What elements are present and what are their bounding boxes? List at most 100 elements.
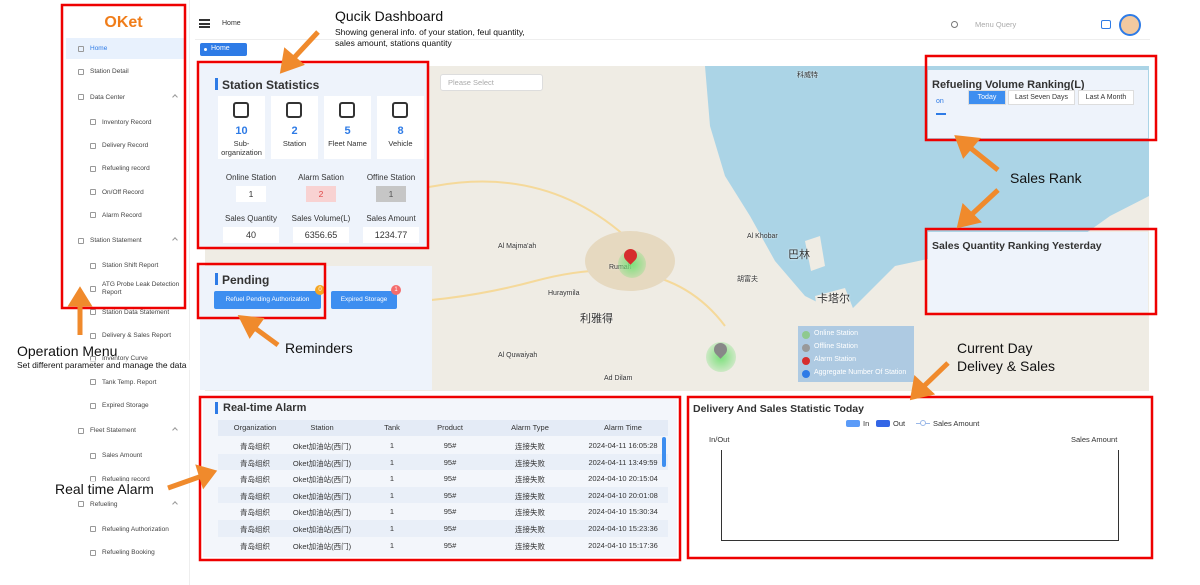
- annotation-text: Set different parameter and manage the d…: [17, 360, 197, 370]
- range-tab[interactable]: Last Seven Days: [1008, 90, 1075, 105]
- table-cell: 95#: [443, 474, 457, 484]
- annotation-title: Reminders: [285, 340, 353, 356]
- stat-icon: [392, 102, 408, 118]
- menu-item[interactable]: Refueling Booking: [66, 542, 185, 563]
- range-tab[interactable]: Last A Month: [1078, 90, 1134, 105]
- sales-box: 6356.65: [293, 227, 349, 243]
- stat-value: 2: [291, 125, 298, 137]
- map-legend-icon: [802, 357, 810, 365]
- menu-icon: [90, 262, 96, 269]
- column-header: Alarm Time: [604, 423, 642, 432]
- menu-item[interactable]: Fleet Statement: [66, 418, 185, 443]
- menu-item[interactable]: Sales Amount: [66, 445, 185, 466]
- sidebar: OKet Home Station Detail Data Center Invento…: [62, 0, 190, 585]
- menu-icon: [90, 332, 96, 339]
- menu-item[interactable]: Station Data Statement: [66, 302, 185, 323]
- sales-label: Sales Volume(L): [291, 214, 351, 223]
- status-box: 1: [236, 186, 266, 202]
- axis-title-left: In/Out: [709, 435, 730, 444]
- menu-icon: [78, 237, 84, 244]
- table-cell: 2024-04-10 20:01:08: [588, 490, 658, 500]
- alarm-panel: Real-time Alarm Organization Station Tank Pr…: [203, 399, 677, 557]
- map-island: [805, 236, 860, 351]
- table-cell: 2024-04-10 15:23:36: [588, 524, 658, 533]
- menu-item[interactable]: Refueling Authorization: [66, 519, 185, 540]
- pending-badge: 1: [391, 285, 401, 295]
- menu-item[interactable]: Refueling: [66, 492, 185, 517]
- home-tab[interactable]: Home: [200, 43, 247, 56]
- table-cell: 2024-04-11 16:05:28: [588, 441, 658, 450]
- panel-title: Pending: [222, 273, 270, 287]
- map-place-label: Al Quwaiyah: [498, 352, 538, 359]
- menu-item[interactable]: Expired Storage: [66, 395, 185, 416]
- table-cell: 95#: [443, 490, 457, 500]
- menu-item[interactable]: On/Off Record: [66, 182, 185, 203]
- stat-card: 8 Vehicle: [377, 96, 424, 159]
- topbar-divider: [195, 39, 1150, 40]
- menu-item[interactable]: Data Center: [66, 85, 185, 110]
- menu-label: Station Data Statement: [102, 308, 170, 316]
- sales-ranking-panel: Sales Quantity Ranking Yesterday: [928, 232, 1148, 312]
- map-legend-icon: [802, 370, 810, 378]
- map-legend-label: Alarm Station: [814, 356, 857, 363]
- menu-label: ATG Probe Leak Detection Report: [102, 281, 180, 297]
- table-cell: 95#: [443, 524, 457, 533]
- sales-value: 1234.77: [374, 230, 408, 240]
- menu-icon: [90, 119, 96, 126]
- status-box: 2: [306, 186, 336, 202]
- table-cell: 连接失败: [515, 541, 545, 551]
- table-cell: 连接失败: [515, 508, 545, 518]
- menu-icon: [90, 309, 96, 316]
- menu-label: Home: [90, 45, 108, 52]
- stat-icon: [233, 102, 249, 118]
- menu-item[interactable]: Delivery Record: [66, 135, 185, 156]
- status-label: Online Station: [225, 173, 277, 182]
- side-tab-underline: [936, 113, 946, 115]
- search-input[interactable]: Menu Query: [975, 20, 1017, 29]
- menu-label: On/Off Record: [102, 188, 144, 196]
- legend-swatch: [846, 420, 860, 427]
- menu-icon: [90, 142, 96, 149]
- menu-caret: [172, 237, 178, 243]
- pending-button[interactable]: Refuel Pending Authorization 0: [214, 285, 325, 309]
- stat-label: Sub-​organization: [221, 139, 262, 157]
- avatar[interactable]: [1119, 14, 1141, 36]
- menu-item[interactable]: Delivery & Sales Report: [66, 325, 185, 346]
- menu-label: Refueling Booking: [102, 549, 155, 557]
- menu-item[interactable]: Refueling record: [66, 158, 185, 179]
- range-tab[interactable]: Today: [968, 90, 1006, 105]
- menu-label: Delivery Record: [102, 141, 149, 149]
- status-label: Alarm Sation: [298, 173, 344, 182]
- map-place-label: Huraymila: [548, 290, 580, 297]
- home-tab-label: Home: [211, 45, 230, 52]
- notify-icon[interactable]: [1101, 20, 1111, 29]
- station-select[interactable]: Please Select: [440, 74, 543, 91]
- menu-item[interactable]: Tank Temp. Report: [66, 372, 185, 393]
- table-cell: 2024-04-10 20:15:04: [588, 474, 658, 484]
- menu-label: Refueling record: [102, 475, 150, 483]
- menu-item[interactable]: Alarm Record: [66, 205, 185, 226]
- menu-item[interactable]: Station Detail: [66, 61, 185, 82]
- menu-icon: [78, 45, 84, 52]
- menu-item[interactable]: ATG Probe Leak Detection Report: [66, 278, 185, 299]
- menu-label: Refueling: [90, 500, 118, 508]
- menu-label: Station Shift Report: [102, 262, 159, 270]
- menu-toggle[interactable]: [199, 19, 210, 28]
- menu-item[interactable]: Inventory Record: [66, 112, 185, 133]
- menu-label: Expired Storage: [102, 401, 149, 409]
- stat-icon: [286, 102, 302, 118]
- panel-title: Station Statistics: [222, 78, 320, 92]
- table-cell: 连接失败: [515, 458, 545, 468]
- table-scrollbar: [662, 437, 666, 467]
- side-tab[interactable]: on: [936, 98, 944, 105]
- annotation-title: Qucik Dashboard: [335, 8, 444, 24]
- status-value: 1: [388, 189, 394, 199]
- annotation-title: Sales Rank: [1010, 170, 1082, 186]
- home-tab-dot: [204, 48, 207, 51]
- pending-button[interactable]: Expired Storage 1: [331, 285, 401, 309]
- menu-icon: [90, 189, 96, 196]
- menu-item[interactable]: Station Shift Report: [66, 255, 185, 276]
- menu-item[interactable]: Home: [66, 38, 185, 60]
- menu-item[interactable]: Station Statement: [66, 228, 185, 253]
- menu-label: Inventory Curve: [102, 355, 148, 363]
